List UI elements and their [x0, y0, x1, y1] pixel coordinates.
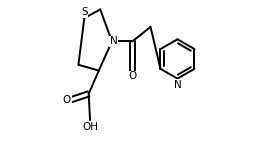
Text: O: O: [128, 71, 136, 81]
Text: S: S: [81, 7, 88, 17]
Text: N: N: [174, 80, 181, 90]
Text: OH: OH: [82, 122, 98, 132]
Text: N: N: [109, 36, 117, 46]
Text: O: O: [63, 95, 71, 105]
